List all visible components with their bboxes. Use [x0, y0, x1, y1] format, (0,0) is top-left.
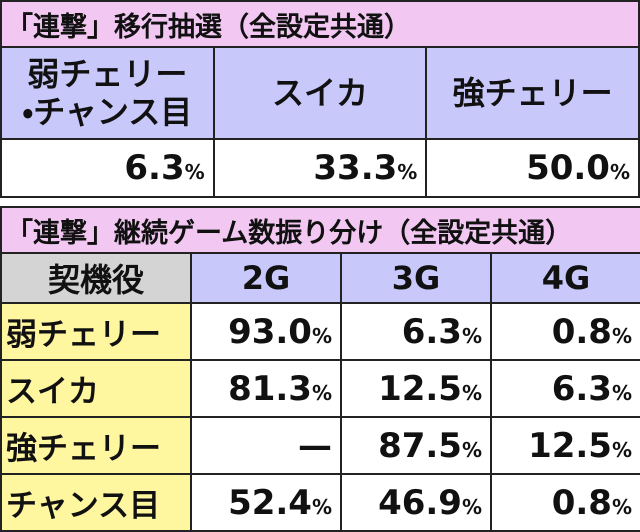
value-unit: %: [311, 380, 332, 405]
continuation-table: 「連撃」継続ゲーム数振り分け（全設定共通） 契機役 2G 3G 4G 弱チェリー 93.…: [0, 206, 640, 532]
header-cell: 弱チェリー ・チャンス目: [0, 46, 215, 140]
value-number: 6.3: [401, 311, 462, 352]
value-cell: 0.8%: [489, 473, 640, 532]
row-label: 弱チェリー: [0, 302, 192, 361]
row-label: スイカ: [0, 359, 192, 418]
table-row: スイカ 81.3% 12.5% 6.3%: [0, 359, 640, 418]
column-header: 4G: [489, 252, 640, 304]
value-unit: %: [461, 380, 482, 405]
value-cell: 46.9%: [340, 473, 492, 532]
value-cell: 81.3%: [190, 359, 342, 418]
value-unit: %: [311, 494, 332, 519]
value-unit: %: [461, 323, 482, 348]
value-cell: 0.8%: [489, 302, 640, 361]
value-number: 87.5: [378, 425, 462, 466]
value-cell: 6.3%: [0, 138, 215, 198]
value-number: 46.9: [378, 482, 462, 523]
value-unit: %: [611, 380, 633, 405]
header-cell: 強チェリー: [425, 46, 640, 140]
value-unit: %: [611, 494, 633, 519]
value-number: 33.3: [313, 148, 398, 188]
table-title: 「連撃」移行抽選（全設定共通）: [0, 0, 640, 48]
value-number: 52.4: [228, 482, 312, 523]
value-number: 12.5: [378, 368, 462, 409]
value-unit: %: [184, 160, 205, 184]
value-unit: %: [311, 323, 332, 348]
row-label: 強チェリー: [0, 416, 192, 475]
value-unit: %: [461, 437, 482, 462]
value-cell: 6.3%: [489, 359, 640, 418]
value-unit: %: [611, 437, 633, 462]
value-number: 50.0: [526, 148, 610, 188]
table-row: チャンス目 52.4% 46.9% 0.8%: [0, 473, 640, 532]
transition-table: 「連撃」移行抽選（全設定共通） 弱チェリー ・チャンス目 スイカ 強チェリー 6.…: [0, 0, 640, 198]
value-number: 12.5: [528, 425, 612, 466]
value-cell: 12.5%: [489, 416, 640, 475]
value-number: —: [298, 425, 332, 466]
column-header: 2G: [190, 252, 342, 304]
value-number: 81.3: [228, 368, 312, 409]
value-number: 6.3: [124, 148, 185, 188]
table-title: 「連撃」継続ゲーム数振り分け（全設定共通）: [0, 206, 640, 254]
value-number: 0.8: [551, 311, 612, 352]
value-number: 6.3: [551, 368, 612, 409]
value-unit: %: [611, 323, 633, 348]
table-row: 強チェリー —87.5% 12.5%: [0, 416, 640, 475]
value-cell: 50.0%: [425, 138, 640, 198]
value-cell: 87.5%: [340, 416, 492, 475]
value-cell: —: [190, 416, 342, 475]
value-cell: 93.0%: [190, 302, 342, 361]
value-unit: %: [609, 160, 630, 184]
column-header: 契機役: [0, 252, 192, 304]
header-line: 弱チェリー: [27, 55, 188, 93]
value-cell: 6.3%: [340, 302, 492, 361]
value-cell: 52.4%: [190, 473, 342, 532]
header-line: ・チャンス目: [22, 93, 193, 131]
row-label: チャンス目: [0, 473, 192, 532]
value-number: 0.8: [551, 482, 612, 523]
column-header: 3G: [340, 252, 492, 304]
value-number: 93.0: [228, 311, 312, 352]
table-row: 弱チェリー 93.0% 6.3% 0.8%: [0, 302, 640, 361]
value-cell: 33.3%: [212, 138, 428, 198]
value-cell: 12.5%: [340, 359, 492, 418]
value-unit: %: [397, 160, 418, 184]
header-cell: スイカ: [212, 46, 428, 140]
spacer: [0, 198, 640, 206]
value-unit: %: [461, 494, 482, 519]
